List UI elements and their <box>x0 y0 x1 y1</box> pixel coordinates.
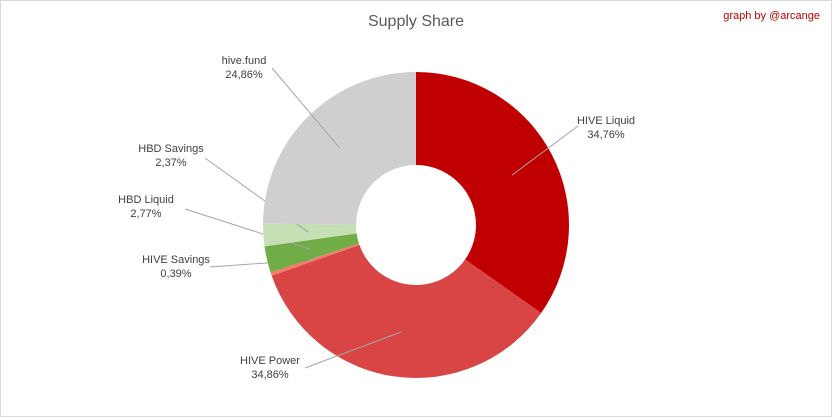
donut-slice <box>271 244 542 378</box>
donut-slice <box>263 223 357 247</box>
slice-value-label: 0,39% <box>160 268 191 280</box>
donut-slice <box>270 243 360 276</box>
slice-label: HIVE Liquid <box>577 115 635 127</box>
slice-label: hive.fund <box>222 55 267 67</box>
slice-value-label: 2,37% <box>155 157 186 169</box>
slice-label: HBD Liquid <box>118 194 174 206</box>
slice-value-label: 24,86% <box>225 69 263 81</box>
slice-value-label: 34,76% <box>587 129 625 141</box>
leader-line <box>271 67 341 149</box>
slice-label: HBD Savings <box>138 143 204 155</box>
donut-slice <box>264 233 359 273</box>
slice-value-label: 2,77% <box>130 208 161 220</box>
leader-line <box>511 125 579 176</box>
chart-title: Supply Share <box>368 13 464 30</box>
slice-label: HIVE Power <box>240 355 300 367</box>
slice-value-label: 34,86% <box>251 369 289 381</box>
leader-line <box>304 331 402 369</box>
donut-slice <box>416 72 569 314</box>
slice-label: HIVE Savings <box>142 254 210 266</box>
annotation: graph by @arcange <box>723 10 820 22</box>
